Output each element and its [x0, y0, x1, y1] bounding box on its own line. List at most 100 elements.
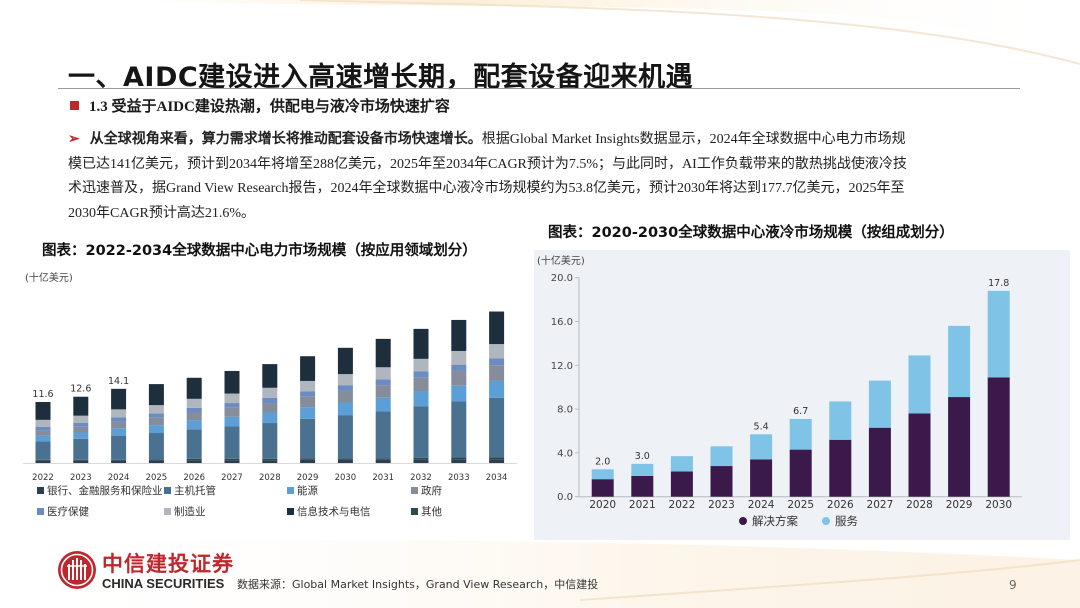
bar-segment-2030-0 — [337, 459, 353, 463]
legend-swatch-6 — [287, 508, 294, 515]
bar-segment-2029-6 — [300, 356, 316, 381]
logo-chinese-name: 中信建投证券 — [102, 551, 234, 576]
bar-segment-2033-5 — [451, 350, 467, 365]
bar-segment-2030-5 — [337, 374, 353, 386]
intro-line-1: ➢ 从全球视角来看，算力需求增长将推动配套设备市场快速增长。根据Global Ma… — [68, 127, 907, 153]
bar-segment-2032-7 — [413, 457, 429, 460]
bar-segment-2026-5 — [186, 398, 202, 408]
bar-segment-2022-3 — [35, 430, 51, 436]
x-tick-label-2033: 2033 — [448, 473, 470, 483]
bar-segment-2022-1 — [35, 441, 51, 460]
bar-segment-2031-3 — [375, 385, 391, 398]
bar-segment-2030-1 — [987, 290, 1010, 378]
bar-segment-2030-6 — [337, 347, 353, 375]
intro-lead: 从全球视角来看，算力需求增长将推动配套设备市场快速增长。 — [89, 131, 482, 147]
bar-segment-2031-2 — [375, 397, 391, 412]
bar-segment-2032-4 — [413, 371, 429, 378]
bar-segment-2022-7 — [35, 459, 51, 461]
bar-segment-2027-0 — [868, 427, 891, 497]
title-divider — [58, 88, 1020, 89]
y-tick-label-4: 16.0 — [551, 317, 573, 328]
bar-segment-2030-4 — [337, 385, 353, 391]
bar-segment-2024-3 — [111, 421, 127, 429]
y-tick-label-1: 4.0 — [557, 448, 573, 459]
x-tick-label-2025: 2025 — [146, 473, 168, 483]
bar-segment-2026-0 — [829, 439, 852, 497]
slide-title: 一、AIDC建设进入高速增长期，配套设备迎来机遇 — [68, 62, 694, 93]
x-tick-label-2027: 2027 — [867, 499, 894, 511]
bar-segment-2022-0 — [35, 460, 51, 463]
bar-segment-2026-2 — [186, 420, 202, 430]
bar-segment-2023-1 — [710, 446, 733, 467]
bar-segment-2028-3 — [262, 403, 278, 413]
bar-segment-2030-3 — [337, 390, 353, 403]
legend-label-5: 制造业 — [174, 505, 206, 518]
bar-segment-2023-1 — [73, 438, 89, 460]
bar-segment-2029-1 — [948, 325, 971, 398]
bar-segment-2022-0 — [670, 471, 693, 497]
legend-swatch-2 — [287, 487, 294, 494]
data-label-2021: 3.0 — [635, 451, 650, 462]
x-tick-label-2030: 2030 — [985, 499, 1012, 511]
bar-segment-2026-1 — [186, 429, 202, 459]
bar-segment-2021-0 — [631, 475, 654, 497]
x-tick-label-2031: 2031 — [372, 473, 394, 483]
data-label-2025: 6.7 — [793, 406, 808, 417]
bar-segment-2034-4 — [489, 358, 505, 366]
bar-segment-2023-6 — [73, 396, 89, 416]
bar-segment-2034-7 — [489, 457, 505, 460]
bar-segment-2025-0 — [789, 449, 812, 497]
bar-segment-2024-1 — [750, 434, 773, 460]
legend-swatch-0 — [37, 487, 44, 494]
x-tick-label-2023: 2023 — [708, 499, 735, 511]
bar-segment-2020-0 — [591, 479, 614, 497]
x-tick-label-2021: 2021 — [629, 499, 656, 511]
top-swoosh-line — [299, 0, 1080, 65]
bar-segment-2022-5 — [35, 419, 51, 427]
legend-label-0: 银行、金融服务和保险业 — [47, 484, 163, 497]
x-tick-label-2026: 2026 — [183, 473, 205, 483]
bar-segment-2023-5 — [73, 415, 89, 424]
liquid-cooling-chart: (十亿美元) 0.0 4.0 8.0 12.0 16.0 20.0 2020 2.0 2021 3.… — [534, 250, 1070, 540]
bar-segment-2028-6 — [262, 364, 278, 388]
intro-paragraph: ➢ 从全球视角来看，算力需求增长将推动配套设备市场快速增长。根据Global Ma… — [68, 127, 907, 226]
bar-segment-2028-7 — [262, 458, 278, 461]
bar-segment-2025-2 — [148, 425, 164, 434]
bar-segment-2028-4 — [262, 397, 278, 404]
china-securities-logo-icon — [58, 551, 96, 589]
bottom-swoosh-line — [579, 559, 1080, 601]
legend-swatch-7 — [411, 508, 418, 515]
bar-segment-2031-0 — [375, 459, 391, 463]
x-tick-label-2024: 2024 — [748, 499, 775, 511]
bar-segment-2032-1 — [413, 406, 429, 458]
intro-line-2: 模已达141亿美元，预计到2034年将增至288亿美元，2025年至2034年C… — [68, 156, 907, 172]
power-market-chart: (十亿美元) 2022 11.6 2023 12.6 2024 14.1 2025 2026 20… — [23, 271, 517, 518]
bar-segment-2023-2 — [73, 432, 89, 439]
bar-segment-2028-0 — [908, 413, 931, 497]
x-tick-label-2030: 2030 — [335, 473, 357, 483]
liquid-cooling-chart-title: 图表：2020-2030全球数据中心液冷市场规模（按组成划分） — [548, 225, 954, 241]
bar-segment-2023-4 — [73, 423, 89, 427]
bar-segment-2025-4 — [148, 413, 164, 418]
x-tick-label-2023: 2023 — [70, 473, 92, 483]
bar-segment-2021-1 — [631, 463, 654, 476]
bar-segment-2023-3 — [73, 426, 89, 433]
bar-segment-2028-1 — [262, 423, 278, 459]
legend-dot-0 — [739, 517, 747, 525]
logo-english-name: CHINA SECURITIES — [102, 576, 225, 591]
bar-segment-2029-5 — [300, 380, 316, 392]
bar-segment-2029-4 — [300, 391, 316, 397]
bar-segment-2033-4 — [451, 364, 467, 371]
x-tick-label-2026: 2026 — [827, 499, 854, 511]
x-tick-label-2022: 2022 — [669, 499, 696, 511]
bar-segment-2032-0 — [413, 459, 429, 463]
top-swoosh — [120, 0, 1080, 62]
legend-dot-1 — [822, 517, 830, 525]
bar-segment-2024-2 — [111, 428, 127, 436]
bar-segment-2033-1 — [451, 401, 467, 458]
bar-segment-2033-0 — [451, 459, 467, 463]
bar-segment-2029-1 — [300, 418, 316, 459]
bar-segment-2029-0 — [948, 397, 971, 497]
bar-segment-2022-6 — [35, 401, 51, 420]
